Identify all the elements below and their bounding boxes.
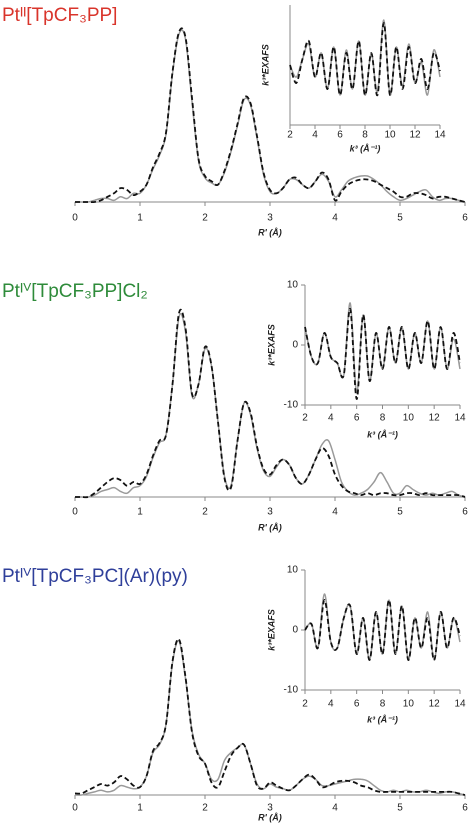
x-tick-label: 2	[202, 507, 208, 518]
x-tick-label: 6	[462, 507, 468, 518]
x-axis-label: R' (Å)	[258, 522, 282, 532]
x-tick-label: 1	[137, 507, 143, 518]
x-tick-label: 2	[302, 699, 308, 710]
x-tick-label: 4	[332, 803, 338, 814]
panel-title: Ptᴵᴵ[TpCF₃PP]	[2, 5, 117, 26]
x-tick-label: 10	[403, 413, 415, 424]
x-tick-label: 8	[362, 130, 368, 141]
x-tick-label: 1	[137, 213, 143, 224]
x-tick-label: 1	[137, 803, 143, 814]
data-line	[74, 27, 466, 204]
data-line	[75, 312, 466, 498]
x-tick-label: 10	[384, 130, 396, 141]
x-tick-label: 4	[328, 413, 334, 424]
x-tick-label: 12	[409, 130, 421, 141]
data-line	[304, 308, 461, 400]
x-tick-label: 6	[354, 699, 360, 710]
data-line	[304, 593, 461, 661]
x-tick-label: 6	[462, 213, 468, 224]
x-tick-label: 2	[202, 213, 208, 224]
x-tick-label: 4	[332, 507, 338, 518]
y-tick-label: 10	[287, 280, 299, 291]
x-tick-label: 8	[380, 413, 386, 424]
y-tick-label: -10	[284, 400, 299, 411]
x-tick-label: 14	[434, 130, 446, 141]
x-tick-label: 2	[287, 130, 293, 141]
x-tick-label: 3	[267, 213, 273, 224]
x-tick-label: 3	[267, 507, 273, 518]
x-tick-label: 2	[202, 803, 208, 814]
x-tick-label: 5	[397, 213, 403, 224]
y-tick-label: 0	[292, 625, 298, 636]
x-axis-label: R' (Å)	[258, 812, 282, 822]
x-tick-label: 4	[312, 130, 318, 141]
x-tick-label: 0	[72, 507, 78, 518]
y-tick-label: 0	[292, 340, 298, 351]
x-tick-label: 0	[72, 803, 78, 814]
x-tick-label: 12	[429, 699, 441, 710]
data-line	[75, 308, 466, 499]
x-tick-label: 5	[397, 507, 403, 518]
x-tick-label: 2	[302, 413, 308, 424]
x-tick-label: 4	[328, 699, 334, 710]
x-tick-label: 14	[454, 699, 466, 710]
y-tick-label: 10	[287, 565, 299, 576]
x-axis-label: k³ (Å⁻¹)	[367, 714, 398, 724]
data-line	[74, 639, 466, 796]
x-tick-label: 8	[380, 699, 386, 710]
x-tick-label: 3	[267, 803, 273, 814]
data-line	[74, 638, 466, 796]
y-axis-label: k³*EXAFS	[260, 44, 270, 86]
data-line	[304, 599, 461, 661]
x-axis-label: k³ (Å⁻¹)	[350, 143, 381, 153]
y-tick-label: -10	[284, 685, 299, 696]
x-tick-label: 6	[354, 413, 360, 424]
x-tick-label: 5	[397, 803, 403, 814]
data-line	[289, 22, 441, 96]
x-axis-label: R' (Å)	[258, 227, 282, 237]
data-line	[289, 19, 441, 96]
x-tick-label: 4	[332, 213, 338, 224]
x-axis-label: k³ (Å⁻¹)	[367, 429, 398, 439]
x-tick-label: 10	[403, 699, 415, 710]
y-axis-label: k³*EXAFS	[266, 324, 276, 366]
panel-title: Ptᴵⱽ[TpCF₃PC](Ar)(py)	[2, 566, 188, 587]
x-tick-label: 14	[454, 413, 466, 424]
x-tick-label: 6	[337, 130, 343, 141]
y-axis-label: k³*EXAFS	[266, 609, 276, 651]
panel-title: Ptᴵⱽ[TpCF₃PP]Cl₂	[2, 281, 148, 302]
x-tick-label: 0	[72, 213, 78, 224]
x-tick-label: 12	[429, 413, 441, 424]
data-line	[74, 29, 466, 203]
x-tick-label: 6	[462, 803, 468, 814]
